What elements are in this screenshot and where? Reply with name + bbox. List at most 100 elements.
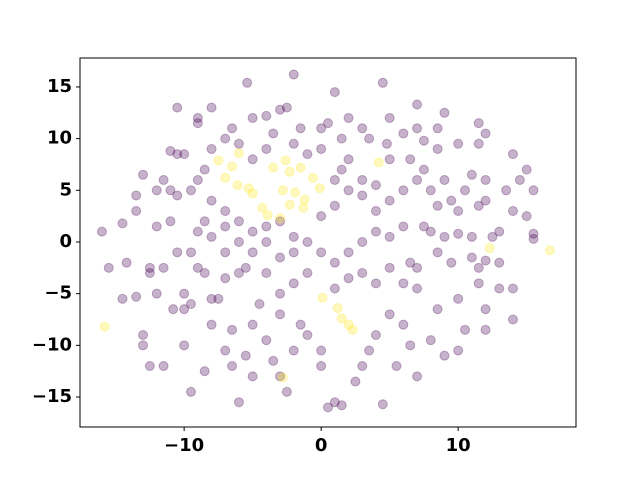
scatter-point [329,174,340,185]
scatter-point [288,247,299,258]
scatter-point [151,221,162,232]
scatter-point [398,128,409,139]
scatter-point [227,361,238,372]
scatter-point [284,166,295,177]
scatter-point [179,149,190,160]
scatter-point [233,397,244,408]
scatter-point [528,233,539,244]
scatter-point [138,340,149,351]
scatter-point [343,273,354,284]
scatter-point [314,183,325,194]
scatter-point [172,190,183,201]
scatter-point [220,221,231,232]
scatter-point [425,335,436,346]
scatter-point [507,149,518,160]
x-tick-label: 10 [446,435,471,456]
y-tick-label: −5 [44,283,72,304]
scatter-point [412,283,423,294]
scatter-point [179,304,190,315]
scatter-point [373,157,384,168]
scatter-point [240,350,251,361]
scatter-point [405,257,416,268]
scatter-point [213,293,224,304]
scatter-point [302,236,313,247]
scatter-point [432,247,443,258]
scatter-point [521,164,532,175]
scatter-point [507,314,518,325]
scatter-point [247,112,258,123]
scatter-point [302,267,313,278]
scatter-point [418,164,429,175]
scatter-point [432,304,443,315]
scatter-point [103,262,114,273]
scatter-point [439,107,450,118]
plot-frame [79,57,577,428]
scatter-point [480,195,491,206]
scatter-point [377,77,388,88]
scatter-point [332,303,343,314]
scatter-point [494,226,505,237]
scatter-point [466,252,477,263]
scatter-point [432,123,443,134]
scatter-point [199,164,210,175]
scatter-point [484,243,495,254]
y-tick-label: 5 [59,179,72,200]
scatter-point [96,226,107,237]
scatter-point [302,149,313,160]
scatter-point [460,185,471,196]
scatter-point [453,138,464,149]
scatter-point [247,226,258,237]
scatter-point [329,283,340,294]
y-tick-label: 0 [59,231,72,252]
scatter-point [494,283,505,294]
scatter-point [284,199,295,210]
scatter-point [261,110,272,121]
scatter-point [261,236,272,247]
scatter-point [232,180,243,191]
scatter-point [357,190,368,201]
scatter-point [384,154,395,165]
scatter-point [233,148,244,159]
scatter-point [227,123,238,134]
scatter-point [275,252,286,263]
scatter-point [179,340,190,351]
scatter-point [329,397,340,408]
scatter-point [544,245,555,256]
scatter-point [364,133,375,144]
scatter-point [350,376,361,387]
scatter-point [185,386,196,397]
scatter-point [288,231,299,242]
scatter-point [185,185,196,196]
scatter-point [336,164,347,175]
scatter-point [405,340,416,351]
scatter-point [144,262,155,273]
scatter-point [370,330,381,341]
scatter-point [446,195,457,206]
scatter-point [514,174,525,185]
scatter-point [295,123,306,134]
scatter-point [192,262,203,273]
scatter-point [507,205,518,216]
scatter-point [199,216,210,227]
scatter-point [453,228,464,239]
scatter-point [412,371,423,382]
scatter-point [357,174,368,185]
scatter-point [192,112,203,123]
scatter-point [357,123,368,134]
scatter-point [398,278,409,289]
scatter-point [192,174,203,185]
scatter-point [323,402,333,413]
scatter-point [370,226,381,237]
scatter-point [343,185,354,196]
scatter-point [316,211,327,222]
scatter-point [329,257,340,268]
scatter-point [336,133,347,144]
scatter-point [185,299,196,309]
scatter-point [247,319,258,330]
scatter-point [480,255,491,266]
scatter-point [247,188,258,199]
scatter-point [343,112,354,123]
scatter-point [384,112,395,123]
scatter-point [220,205,231,216]
